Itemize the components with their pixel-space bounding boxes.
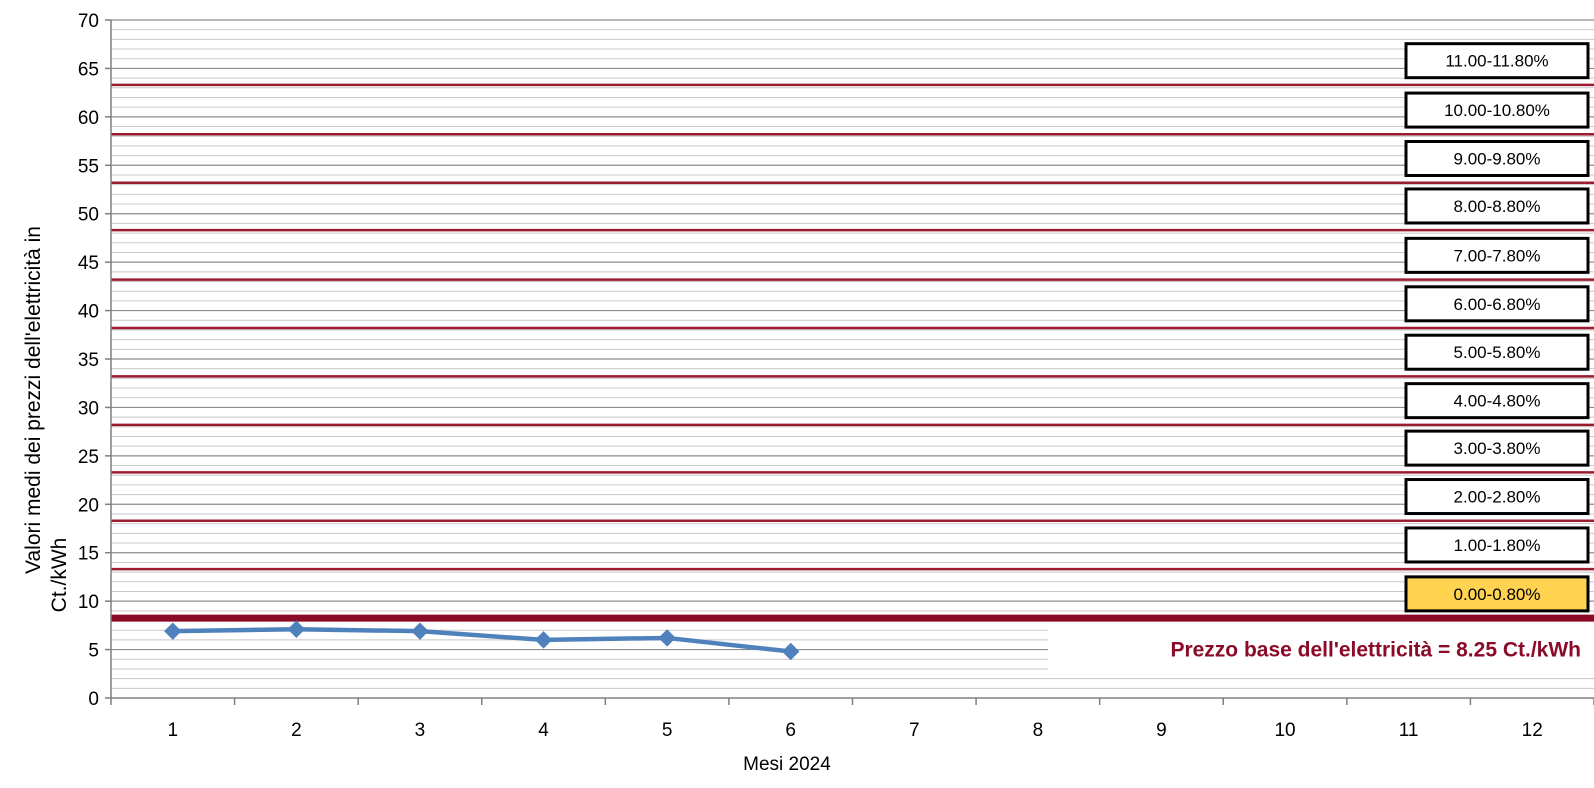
x-tick-label: 9 (1156, 720, 1167, 741)
y-tick-label: 70 (78, 11, 99, 32)
band-label-box (1404, 429, 1590, 467)
x-tick-label: 3 (415, 720, 426, 741)
x-tick-label: 2 (291, 720, 302, 741)
band-label-box (1404, 526, 1590, 564)
band-label-box (1404, 187, 1590, 225)
band-label: 3.00-3.80% (1454, 439, 1541, 458)
data-point (534, 631, 553, 649)
x-axis-title: Mesi 2024 (743, 754, 831, 775)
band-label: 8.00-8.80% (1454, 197, 1541, 216)
band-label: 4.00-4.80% (1454, 392, 1541, 411)
y-tick-label: 30 (78, 398, 99, 419)
band-label: 2.00-2.80% (1454, 488, 1541, 507)
y-axis-title-line-2: Ct./kWh (48, 538, 71, 613)
band-label-box (1404, 285, 1590, 323)
band-lines (111, 83, 1594, 671)
y-tick-label: 50 (78, 205, 99, 226)
y-tick-label: 35 (78, 350, 99, 371)
y-tick-label: 10 (78, 592, 99, 613)
y-axis-title-line-1: Valori medi dei prezzi dell'elettricità … (22, 226, 45, 574)
x-tick-label: 6 (785, 720, 796, 741)
x-tick-label: 10 (1274, 720, 1295, 741)
band-label: 10.00-10.80% (1444, 101, 1550, 120)
series-line (172, 626, 791, 654)
y-tick-label: 15 (78, 544, 99, 565)
y-tick-label: 60 (78, 108, 99, 129)
band-label: 5.00-5.80% (1454, 343, 1541, 362)
data-point (782, 642, 800, 661)
band-label-box (1404, 140, 1590, 178)
band-label: 6.00-6.80% (1454, 295, 1541, 314)
band-label-box (1404, 236, 1590, 274)
x-tick-label: 11 (1399, 720, 1419, 741)
band-label-box (1404, 478, 1590, 516)
band-label-box (1404, 333, 1590, 371)
y-tick-label: 25 (78, 447, 99, 468)
band-label: 7.00-7.80% (1454, 246, 1541, 265)
x-tick-label: 12 (1522, 720, 1543, 741)
y-tick-label: 45 (78, 253, 99, 274)
x-tick-label: 1 (168, 720, 179, 741)
band-label: 1.00-1.80% (1454, 536, 1541, 555)
band-label: 11.00-11.80% (1445, 52, 1548, 71)
band-labels: 0.00-0.80% 1.00-1.80% 2.00-2.80% 3.00-3.80%… (1404, 42, 1590, 613)
data-point (411, 622, 429, 640)
base-price-label: Prezzo base dell'elettricità = 8.25 Ct./… (1170, 639, 1581, 662)
y-tick-label: 55 (78, 156, 99, 177)
data-point (658, 629, 676, 647)
x-tick-label: 5 (662, 720, 673, 741)
y-tick-label: 40 (78, 302, 99, 323)
band-label-box (1404, 42, 1590, 80)
series-group (164, 620, 800, 661)
band-label-box (1404, 575, 1590, 613)
y-tick-label: 20 (78, 495, 99, 516)
data-point (287, 620, 306, 638)
x-tick-label: 7 (909, 720, 920, 741)
band-label-box (1404, 382, 1590, 420)
grid (111, 19, 1594, 689)
band-label-box (1404, 91, 1590, 129)
x-tick-label: 4 (538, 720, 549, 741)
band-label: 0.00-0.80% (1454, 585, 1541, 604)
data-point (164, 622, 182, 640)
y-tick-label: 65 (78, 59, 99, 80)
x-tick-label: 8 (1033, 720, 1044, 741)
base-price-label-background (1048, 627, 1594, 671)
y-tick-label: 5 (88, 641, 99, 662)
band-label: 9.00-9.80% (1454, 150, 1541, 169)
y-axis-title: Valori medi dei prezzi dell'elettricità … (22, 226, 71, 612)
y-tick-label: 0 (88, 689, 99, 710)
